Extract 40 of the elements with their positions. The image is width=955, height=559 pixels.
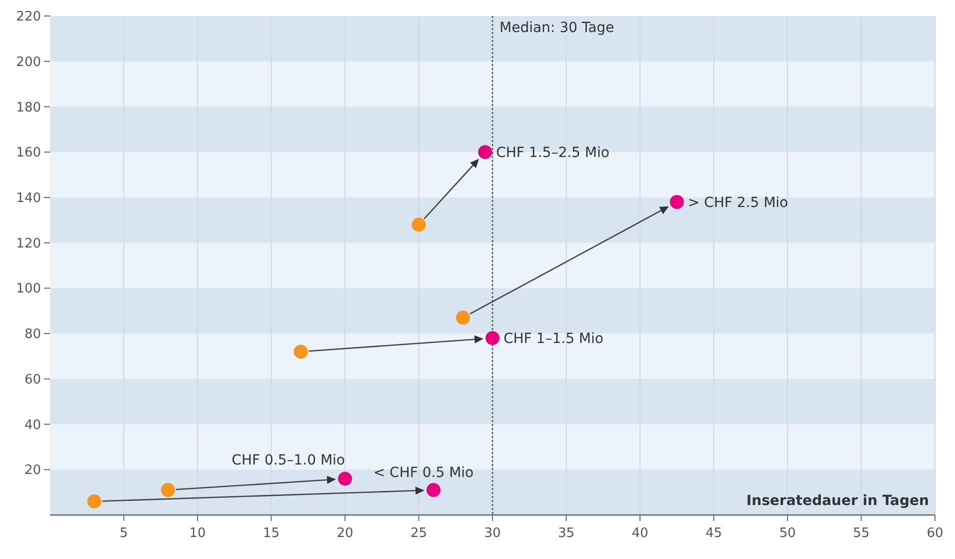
annotation: > CHF 2.5 Mio [688, 194, 788, 211]
point [161, 483, 175, 498]
annotation: CHF 1.5–2.5 Mio [496, 144, 610, 161]
annotation: < CHF 0.5 Mio [373, 465, 474, 482]
y-tick-label: 200 [16, 54, 41, 70]
x-tick-label: 10 [189, 526, 206, 541]
y-tick-label: 180 [16, 100, 41, 116]
y-tick-label: 120 [16, 236, 41, 252]
point [456, 310, 470, 325]
y-tick-label: 60 [24, 372, 41, 388]
point [486, 331, 500, 346]
x-tick-label: 45 [705, 526, 722, 541]
x-axis-title: Inseratedauer in Tagen [746, 493, 929, 509]
x-tick-label: 25 [410, 526, 428, 541]
point [412, 218, 426, 232]
y-tick-label: 160 [16, 146, 41, 161]
annotation: CHF 1–1.5 Mio [504, 330, 604, 347]
x-tick-label: 55 [852, 526, 870, 541]
x-tick-label: 50 [779, 526, 796, 541]
point [87, 494, 102, 508]
x-tick-label: 40 [632, 526, 648, 541]
y-tick-label: 220 [16, 10, 41, 25]
point [426, 483, 440, 498]
x-tick-label: 20 [336, 526, 354, 541]
ref-line-label: Median: 30 Tage [500, 20, 614, 36]
point [478, 145, 492, 160]
x-tick-label: 60 [926, 526, 944, 541]
y-tick-label: 80 [24, 327, 41, 342]
x-tick-label: 5 [120, 526, 128, 541]
annotation: CHF 0.5–1.0 Mio [232, 452, 345, 469]
point [338, 472, 352, 486]
y-tick-label: 20 [24, 463, 41, 478]
point [670, 194, 684, 209]
y-tick-label: 140 [16, 191, 41, 206]
y-tick-label: 40 [24, 418, 41, 433]
x-tick-label: 35 [558, 526, 575, 541]
point [294, 344, 308, 359]
x-tick-label: 15 [262, 526, 280, 541]
y-tick-label: 100 [16, 282, 41, 297]
x-tick-label: 30 [484, 526, 501, 541]
